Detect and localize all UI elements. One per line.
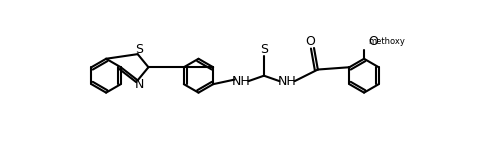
Text: methoxy: methoxy <box>368 37 406 46</box>
Text: O: O <box>368 35 378 48</box>
Text: NH: NH <box>278 75 296 88</box>
Text: S: S <box>260 43 268 56</box>
Text: NH: NH <box>232 75 250 88</box>
Text: S: S <box>135 43 143 56</box>
Text: N: N <box>134 78 144 91</box>
Text: O: O <box>305 35 315 48</box>
